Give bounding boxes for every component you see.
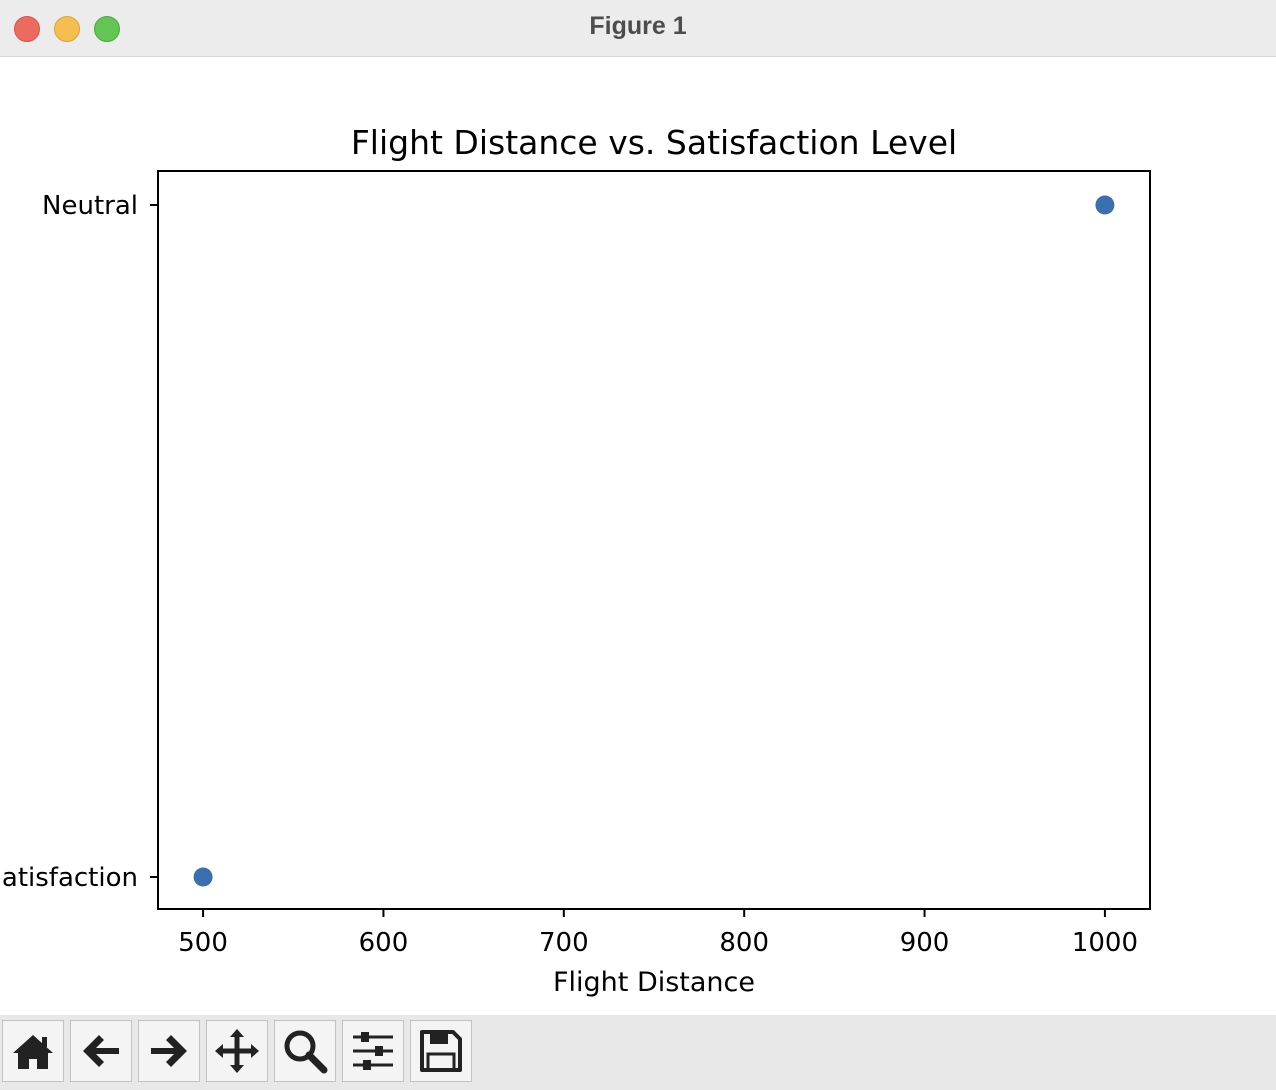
sliders-icon [353,1032,393,1070]
x-tick-label: 600 [359,928,409,958]
x-tick-label: 700 [539,928,589,958]
zoom-window-button[interactable] [94,16,120,42]
save-button[interactable] [410,1020,472,1082]
chart-title: Flight Distance vs. Satisfaction Level [351,123,957,162]
move-icon [215,1029,259,1073]
zoom-button[interactable] [274,1020,336,1082]
arrow-right-icon [151,1035,187,1067]
figure-canvas: Flight Distance vs. Satisfaction Level 5… [0,57,1276,1015]
minimize-window-button[interactable] [54,16,80,42]
pan-button[interactable] [206,1020,268,1082]
y-tick-label: Neutral [42,191,138,221]
x-tick-label: 500 [178,928,228,958]
search-icon [284,1030,328,1074]
x-tick-label: 1000 [1072,928,1138,958]
window-title: Figure 1 [589,12,687,40]
x-tick-label: 900 [900,928,950,958]
forward-button[interactable] [138,1020,200,1082]
home-button[interactable] [2,1020,64,1082]
close-window-button[interactable] [14,16,40,42]
home-icon [13,1035,53,1069]
plot-frame [157,170,1151,910]
arrow-left-icon [83,1035,119,1067]
x-axis-label: Flight Distance [553,967,755,998]
navigation-toolbar [0,1015,1276,1090]
window-titlebar: Figure 1 [0,0,1276,57]
scatter-point [1095,195,1115,215]
floppy-disk-icon [420,1030,462,1072]
scatter-point [193,867,213,887]
y-tick-label: atisfaction [2,863,138,893]
configure-subplots-button[interactable] [342,1020,404,1082]
back-button[interactable] [70,1020,132,1082]
scatter-chart: Flight Distance vs. Satisfaction Level 5… [2,123,1151,998]
x-tick-label: 800 [719,928,769,958]
